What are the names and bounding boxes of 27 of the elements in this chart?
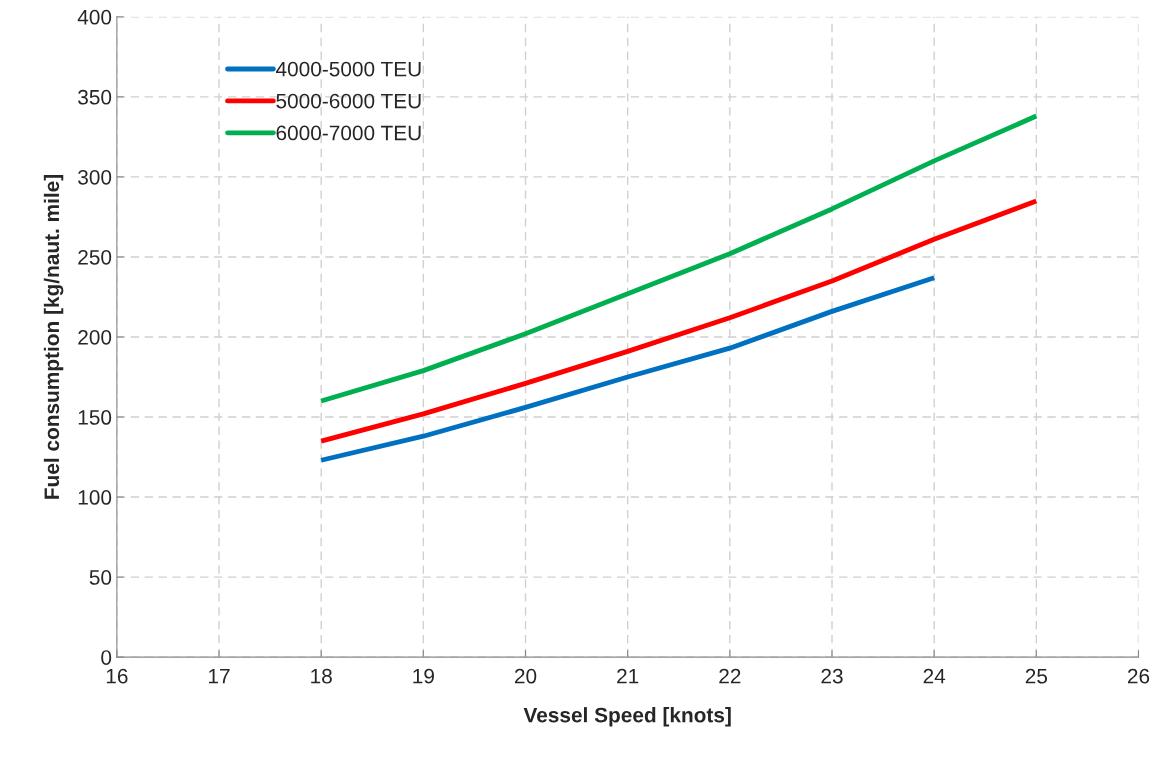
legend-label: 5000-6000 TEU xyxy=(276,93,421,109)
y-axis-title: Fuel consumption [kg/naut. mile] xyxy=(43,174,64,499)
line-series xyxy=(318,275,937,463)
x-tick-label: 25 xyxy=(1025,668,1048,684)
x-tick-label: 23 xyxy=(821,668,843,684)
x-tick-label: 24 xyxy=(923,668,946,684)
y-tick-label: 300 xyxy=(78,169,112,185)
x-tick-label: 21 xyxy=(617,668,639,684)
y-tick-label: 50 xyxy=(89,570,112,585)
y-tick-label: 200 xyxy=(78,329,112,345)
y-tick-label: 400 xyxy=(77,9,112,25)
x-tick-label: 16 xyxy=(106,668,128,684)
y-tick-label: 350 xyxy=(78,89,112,105)
x-tick-label: 26 xyxy=(1127,668,1150,684)
x-axis-title: Vessel Speed [knots] xyxy=(523,707,731,727)
x-tick-label: 20 xyxy=(514,668,537,684)
x-tick-label: 18 xyxy=(311,668,332,684)
y-tick-label: 100 xyxy=(78,490,112,505)
legend-label: 4000-5000 TEU xyxy=(275,61,421,77)
legend-label: 6000-7000 TEU xyxy=(276,125,421,141)
line-series xyxy=(318,198,1039,444)
x-tick-label: 17 xyxy=(209,669,230,684)
y-tick-label: 150 xyxy=(78,410,112,425)
x-tick-label: 22 xyxy=(719,668,741,684)
x-tick-label: 19 xyxy=(413,668,434,684)
y-tick-label: 0 xyxy=(101,650,112,665)
y-tick-label: 250 xyxy=(78,249,112,265)
